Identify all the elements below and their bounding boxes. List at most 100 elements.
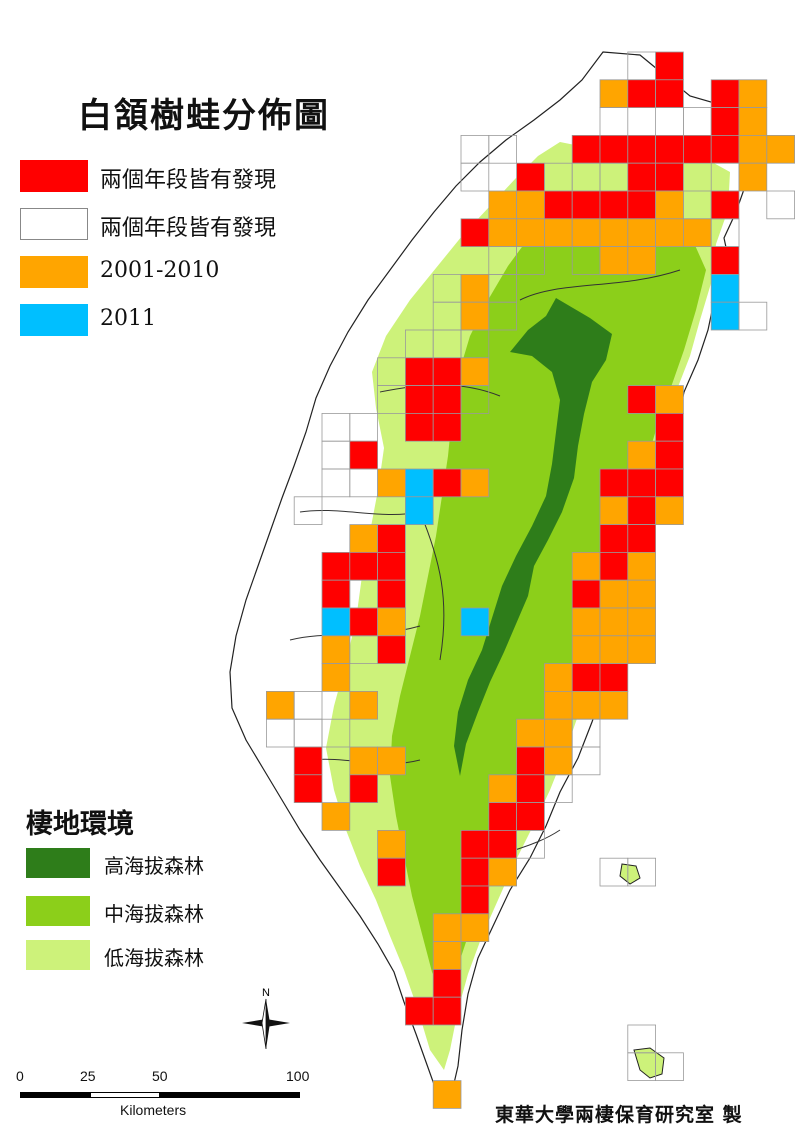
grid-cell-white xyxy=(627,51,656,81)
grid-cell-orange xyxy=(321,802,351,831)
grid-cell-red xyxy=(627,385,656,414)
grid-cell-blue xyxy=(404,496,434,525)
grid-cell-white xyxy=(488,301,517,331)
grid-cell-red xyxy=(404,996,434,1026)
survey-grid xyxy=(265,51,795,1109)
grid-cell-white xyxy=(377,357,406,386)
north-label: N xyxy=(262,987,270,999)
grid-cell-white xyxy=(738,301,768,331)
scale-tick: 50 xyxy=(152,1068,168,1084)
grid-cell-red xyxy=(710,79,740,109)
grid-cell-red xyxy=(627,134,656,164)
grid-cell-red xyxy=(655,134,684,164)
grid-cell-orange xyxy=(544,663,573,692)
grid-cell-orange xyxy=(571,691,601,720)
grid-cell-red xyxy=(710,134,740,164)
grid-cell-white xyxy=(432,329,462,359)
grid-cell-red xyxy=(599,468,629,498)
grid-cell-red xyxy=(655,412,684,442)
grid-cell-orange xyxy=(571,635,601,664)
grid-cell-red xyxy=(655,468,684,498)
grid-cell-orange xyxy=(627,246,656,275)
grid-cell-white xyxy=(432,301,462,331)
grid-cell-red xyxy=(599,663,629,692)
habitat-label: 中海拔森林 xyxy=(104,902,204,926)
grid-cell-orange xyxy=(488,190,517,220)
grid-cell-white xyxy=(321,718,351,748)
grid-cell-red xyxy=(710,107,740,136)
grid-cell-blue xyxy=(321,607,351,637)
grid-cell-white xyxy=(460,134,490,164)
legend-label: 2011 xyxy=(100,306,156,331)
grid-cell-red xyxy=(432,468,462,498)
grid-cell-orange xyxy=(321,635,351,664)
credit-text: 東華大學兩棲保育研究室 製 xyxy=(495,1104,743,1126)
habitat-swatch-low xyxy=(26,940,90,970)
grid-cell-red xyxy=(488,830,517,859)
grid-cell-orange xyxy=(432,913,462,942)
scale-segment xyxy=(20,1092,90,1098)
legend-swatch-blue xyxy=(20,304,88,336)
taiwan-land xyxy=(229,51,761,1093)
grid-cell-red xyxy=(710,246,740,275)
grid-cell-orange xyxy=(460,357,490,386)
legend-swatch-orange xyxy=(20,256,88,288)
grid-cell-orange xyxy=(738,162,768,192)
grid-cell-white xyxy=(516,830,545,859)
grid-cell-orange xyxy=(265,691,295,720)
grid-cell-red xyxy=(293,774,323,803)
orchid-island xyxy=(633,1047,665,1079)
grid-cell-white xyxy=(655,107,684,136)
grid-cell-red xyxy=(321,552,351,581)
grid-cell-white xyxy=(627,1024,656,1054)
grid-cell-red xyxy=(516,162,545,192)
green-island xyxy=(619,863,641,885)
grid-cell-white xyxy=(710,218,740,248)
grid-cell-orange xyxy=(544,218,573,248)
grid-cell-white xyxy=(627,1052,656,1082)
grid-cell-orange xyxy=(321,663,351,692)
grid-cell-orange xyxy=(377,830,406,859)
grid-cell-white xyxy=(627,857,656,887)
grid-cell-orange xyxy=(655,190,684,220)
grid-cell-red xyxy=(377,635,406,664)
grid-cell-white xyxy=(321,468,351,498)
grid-cell-red xyxy=(488,802,517,831)
grid-cell-red xyxy=(599,552,629,581)
grid-cell-white xyxy=(460,329,490,359)
grid-cell-red xyxy=(516,746,545,776)
grid-cell-white xyxy=(293,691,323,720)
grid-cell-orange xyxy=(571,218,601,248)
grid-cell-red xyxy=(377,857,406,887)
grid-cell-red xyxy=(627,162,656,192)
grid-cell-orange xyxy=(627,635,656,664)
grid-cell-orange xyxy=(599,691,629,720)
grid-cell-red xyxy=(377,524,406,553)
grid-cell-white xyxy=(488,273,517,303)
grid-cell-red xyxy=(571,663,601,692)
grid-cell-white xyxy=(349,468,378,498)
grid-cell-white xyxy=(683,190,712,220)
grid-cell-orange xyxy=(655,496,684,525)
grid-cell-white xyxy=(265,718,295,748)
grid-cell-orange xyxy=(738,107,768,136)
scale-tick: 25 xyxy=(80,1068,96,1084)
grid-cell-red xyxy=(404,385,434,414)
grid-cell-orange xyxy=(432,1080,462,1109)
grid-cell-orange xyxy=(655,385,684,414)
grid-cell-orange xyxy=(655,218,684,248)
grid-cell-red xyxy=(432,357,462,386)
grid-cell-white xyxy=(488,246,517,275)
grid-cell-red xyxy=(571,579,601,609)
grid-cell-orange xyxy=(544,691,573,720)
grid-cell-red xyxy=(349,607,378,637)
grid-cell-white xyxy=(599,162,629,192)
grid-cell-red xyxy=(627,524,656,553)
habitat-title: 棲地環境 xyxy=(26,809,134,840)
grid-cell-white xyxy=(377,385,406,414)
compass-rose-icon: N xyxy=(242,987,290,1050)
grid-cell-red xyxy=(349,552,378,581)
grid-cell-red xyxy=(516,774,545,803)
grid-cell-orange xyxy=(460,913,490,942)
grid-cell-white xyxy=(349,579,378,609)
